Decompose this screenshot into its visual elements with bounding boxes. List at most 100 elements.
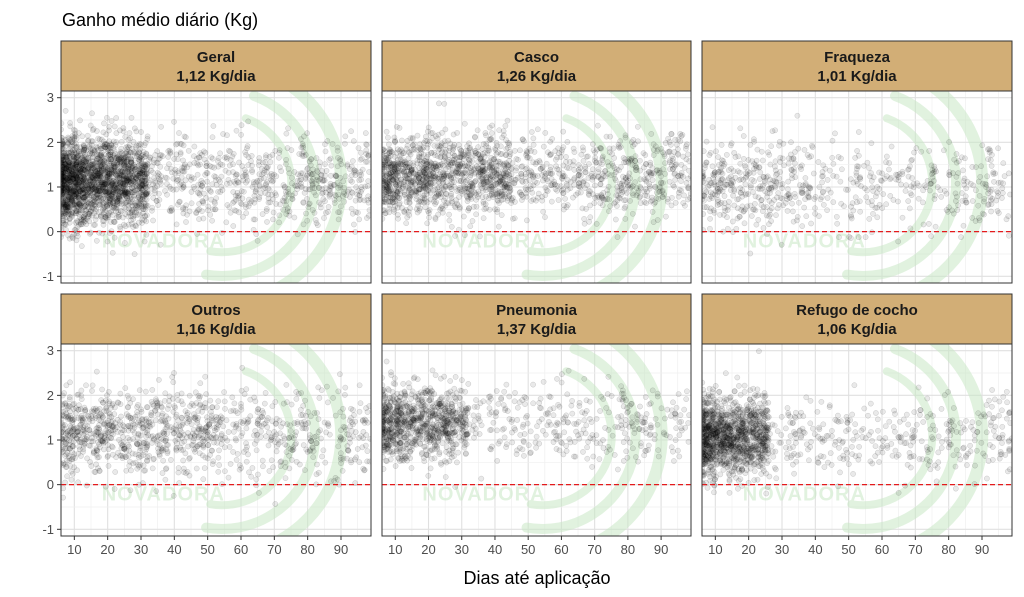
scatter-point [348, 172, 355, 179]
scatter-point [888, 143, 895, 150]
scatter-point [548, 182, 555, 189]
scatter-point [113, 115, 120, 121]
scatter-point [98, 179, 104, 186]
scatter-point [356, 177, 363, 184]
scatter-point [68, 212, 75, 219]
scatter-point [130, 189, 136, 196]
scatter-point [76, 170, 83, 177]
scatter-point [142, 180, 149, 187]
scatter-point [103, 198, 110, 205]
scatter-point [392, 139, 399, 145]
scatter-point [794, 112, 801, 119]
scatter-point [71, 202, 78, 209]
scatter-point [89, 173, 96, 180]
scatter-point [242, 149, 249, 155]
scatter-point [281, 198, 287, 204]
scatter-point [753, 221, 760, 228]
scatter-point [64, 177, 71, 184]
scatter-point [126, 178, 133, 185]
scatter-point [109, 179, 115, 186]
scatter-point [101, 218, 107, 224]
scatter-point [233, 171, 240, 178]
scatter-point [63, 162, 70, 169]
scatter-point [98, 168, 105, 175]
scatter-point [435, 211, 441, 218]
scatter-point [358, 184, 365, 190]
scatter-point [74, 159, 80, 166]
scatter-point [978, 163, 984, 170]
scatter-point [217, 161, 224, 168]
scatter-point [61, 200, 67, 206]
scatter-point [67, 137, 74, 143]
scatter-point [85, 200, 92, 207]
scatter-point [61, 152, 68, 159]
scatter-point [197, 186, 204, 193]
scatter-point [407, 167, 414, 174]
scatter-point [73, 200, 80, 207]
scatter-point [61, 182, 65, 188]
scatter-point [135, 204, 141, 211]
scatter-point [142, 183, 149, 190]
scatter-point [747, 250, 754, 257]
scatter-point [142, 184, 149, 191]
scatter-point [61, 169, 67, 175]
scatter-point [106, 187, 113, 193]
scatter-point [832, 130, 838, 137]
scatter-point [152, 178, 158, 184]
scatter-point [82, 163, 89, 170]
scatter-point [114, 187, 120, 193]
scatter-point [525, 154, 531, 160]
scatter-point [105, 183, 112, 190]
scatter-point [93, 206, 99, 212]
scatter-point [573, 191, 579, 198]
scatter-point [167, 149, 174, 155]
scatter-point [272, 147, 279, 154]
scatter-point [707, 215, 713, 222]
scatter-point [96, 167, 103, 174]
scatter-point [230, 189, 237, 195]
scatter-point [421, 151, 427, 158]
scatter-point [174, 156, 181, 163]
scatter-point [210, 206, 216, 213]
scatter-point [114, 159, 121, 166]
scatter-point [560, 128, 567, 135]
scatter-point [238, 188, 245, 195]
scatter-point [293, 183, 299, 190]
scatter-point [143, 191, 150, 198]
scatter-point [136, 157, 143, 163]
scatter-point [278, 168, 285, 174]
scatter-point [778, 241, 785, 248]
scatter-point [114, 202, 121, 208]
scatter-point [95, 170, 102, 176]
scatter-point [352, 168, 359, 175]
scatter-point [105, 179, 112, 186]
scatter-point [117, 155, 124, 162]
scatter-point [365, 178, 371, 184]
scatter-point [125, 168, 131, 175]
scatter-point [144, 189, 151, 196]
scatter-point [135, 194, 141, 201]
scatter-point [543, 160, 550, 167]
scatter-point [65, 135, 72, 142]
scatter-point [119, 189, 126, 196]
scatter-point [118, 168, 125, 175]
scatter-point [196, 216, 202, 222]
scatter-point [88, 161, 95, 168]
scatter-point [436, 100, 442, 107]
scatter-point [301, 153, 307, 159]
scatter-point [152, 179, 159, 186]
scatter-point [63, 173, 70, 180]
scatter-point [747, 202, 754, 209]
scatter-point [261, 169, 267, 176]
scatter-point [266, 153, 273, 160]
scatter-point [734, 196, 741, 203]
scatter-point [67, 174, 74, 180]
scatter-point [1005, 213, 1012, 220]
scatter-point [104, 201, 111, 208]
scatter-point [119, 176, 126, 182]
scatter-point [77, 167, 83, 174]
scatter-point [69, 171, 76, 177]
scatter-point [127, 188, 134, 195]
scatter-point [87, 190, 93, 196]
scatter-point [351, 221, 357, 228]
